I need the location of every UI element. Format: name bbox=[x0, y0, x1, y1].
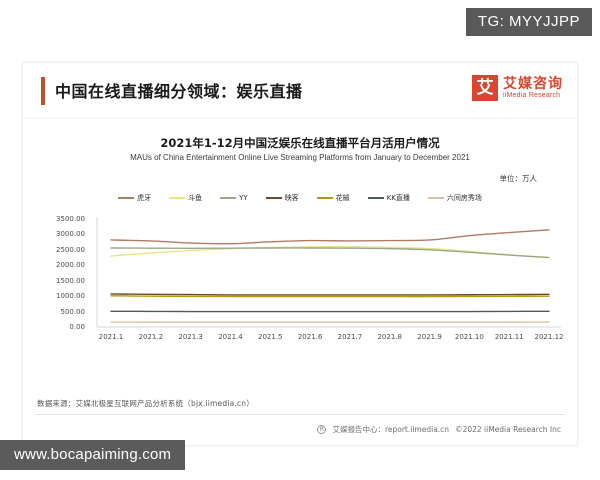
site-watermark: www.bocapaiming.com bbox=[0, 440, 186, 470]
y-tick-label: 2000.00 bbox=[56, 261, 85, 270]
telegram-watermark: TG: MYYJJPP bbox=[465, 8, 592, 36]
x-tick-label: 2021.8 bbox=[377, 333, 402, 341]
legend-label: KK直播 bbox=[386, 194, 410, 202]
card-header: 中国在线直播细分领域：娱乐直播 艾 艾媒咨询 iiMedia Research bbox=[23, 63, 577, 119]
chart-unit-label: 单位：万人 bbox=[499, 174, 538, 183]
footer-divider bbox=[35, 414, 565, 415]
brand-logo: 艾 艾媒咨询 iiMedia Research bbox=[472, 75, 563, 101]
series-line-0[interactable] bbox=[110, 229, 550, 245]
brand-mark-icon: 艾 bbox=[472, 75, 498, 101]
brand-name-cn: 艾媒咨询 bbox=[503, 75, 563, 92]
x-tick-label: 2021.6 bbox=[297, 333, 323, 341]
legend-item-6[interactable]: 六间房秀场 bbox=[427, 193, 482, 203]
x-tick-label: 2021.12 bbox=[534, 333, 564, 341]
y-axis-labels: 3500.00 3000.00 2500.00 2000.00 1500.00 1000.… bbox=[23, 215, 89, 331]
y-tick-label: 500.00 bbox=[60, 307, 86, 316]
chart-title: 2021年1-12月中国泛娱乐在线直播平台月活用户情况 bbox=[160, 136, 440, 150]
x-tick-label: 2021.1 bbox=[98, 333, 124, 341]
legend-label: 花椒 bbox=[335, 194, 350, 202]
x-tick-label: 2021.2 bbox=[138, 333, 164, 341]
series-line-4[interactable] bbox=[110, 295, 550, 298]
x-tick-label: 2021.7 bbox=[337, 333, 363, 341]
series-line-3[interactable] bbox=[110, 293, 550, 296]
legend-item-4[interactable]: 花椒 bbox=[316, 193, 350, 203]
registered-mark-icon: R bbox=[317, 425, 327, 434]
brand-text: 艾媒咨询 iiMedia Research bbox=[503, 77, 563, 99]
report-card: 中国在线直播细分领域：娱乐直播 艾 艾媒咨询 iiMedia Research … bbox=[22, 62, 578, 446]
copyright-label: ©2022 iiMedia Research Inc bbox=[455, 425, 561, 434]
legend-label: 虎牙 bbox=[137, 194, 152, 202]
y-tick-label: 1000.00 bbox=[56, 292, 85, 301]
series-line-2[interactable] bbox=[110, 247, 550, 259]
legend-swatch-icon bbox=[427, 197, 444, 199]
x-tick-label: 2021.5 bbox=[258, 333, 283, 341]
chart-subtitle: MAUs of China Entertainment Online Live … bbox=[130, 153, 470, 162]
page-title: 中国在线直播细分领域：娱乐直播 bbox=[55, 82, 303, 101]
x-tick-label: 2021.10 bbox=[454, 333, 484, 341]
legend-swatch-icon bbox=[169, 197, 186, 199]
legend-label: 六间房秀场 bbox=[446, 194, 482, 202]
legend-swatch-icon bbox=[367, 197, 384, 199]
legend-label: YY bbox=[239, 194, 248, 202]
plot-area: 3500.00 3000.00 2500.00 2000.00 1500.00 1000.… bbox=[23, 215, 579, 345]
y-tick-label: 3000.00 bbox=[56, 230, 85, 239]
brand-name-en: iiMedia Research bbox=[503, 91, 561, 99]
series-line-1[interactable] bbox=[110, 245, 550, 258]
accent-bar-icon bbox=[41, 77, 45, 105]
legend-item-3[interactable]: 映客 bbox=[265, 193, 299, 203]
legend-item-5[interactable]: KK直播 bbox=[367, 193, 410, 203]
y-tick-label: 0.00 bbox=[69, 323, 85, 331]
y-tick-label: 1500.00 bbox=[56, 276, 85, 285]
legend-swatch-icon bbox=[220, 197, 237, 199]
legend-item-0[interactable]: 虎牙 bbox=[118, 193, 151, 203]
x-axis-labels: 2021.1 2021.2 2021.3 2021.4 2021.5 2021.6 2021… bbox=[89, 333, 564, 349]
x-tick-label: 2021.11 bbox=[494, 333, 524, 341]
chart-legend: 虎牙 斗鱼 YY 映客 花椒 KK直播 六间房秀场 bbox=[23, 193, 577, 203]
chart-container: 2021年1-12月中国泛娱乐在线直播平台月活用户情况 MAUs of Chin… bbox=[23, 119, 577, 391]
y-tick-label: 2500.00 bbox=[56, 245, 85, 254]
x-tick-label: 2021.4 bbox=[218, 333, 243, 341]
legend-swatch-icon bbox=[316, 197, 333, 199]
report-center-label: 艾媒报告中心：report.iimedia.cn bbox=[332, 425, 450, 434]
data-source-note: 数据来源：艾媒北极星互联网产品分析系统（bjx.iimedia.cn） bbox=[37, 399, 254, 408]
y-tick-label: 3500.00 bbox=[56, 215, 85, 223]
line-chart-svg bbox=[96, 217, 561, 328]
x-tick-label: 2021.3 bbox=[178, 333, 203, 341]
x-tick-label: 2021.9 bbox=[417, 333, 442, 341]
legend-item-2[interactable]: YY bbox=[220, 193, 248, 203]
legend-swatch-icon bbox=[118, 197, 135, 199]
legend-swatch-icon bbox=[265, 197, 282, 199]
card-footer: R 艾媒报告中心：report.iimedia.cn ©2022 iiMedia… bbox=[317, 424, 561, 435]
legend-label: 斗鱼 bbox=[188, 194, 203, 202]
legend-item-1[interactable]: 斗鱼 bbox=[169, 193, 202, 203]
legend-label: 映客 bbox=[284, 194, 299, 202]
